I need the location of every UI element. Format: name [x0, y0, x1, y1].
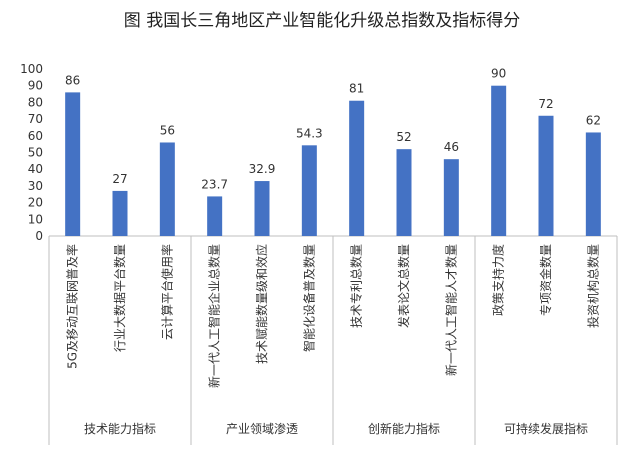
data-label: 81	[349, 82, 364, 96]
category-label: 云计算平台使用率	[159, 244, 174, 340]
category-label: 发表论文总数量	[396, 244, 411, 328]
y-tick-label: 100	[20, 62, 43, 76]
x-axis-categories: 5G及移动互联网普及率 行业大数据平台数量 云计算平台使用率 新一代人工智能企业总数量…	[65, 244, 601, 388]
x-axis-groups: 技术能力指标 产业领域渗透 创新能力指标 可持续发展指标	[84, 421, 588, 436]
bar	[538, 115, 554, 236]
y-tick-label: 50	[28, 146, 43, 160]
data-label: 62	[586, 113, 601, 127]
data-label: 56	[160, 123, 175, 137]
category-label: 政策支持力度	[491, 244, 506, 316]
data-label: 46	[444, 140, 459, 154]
bar	[159, 142, 175, 236]
data-labels: 86 27 56 23.7 32.9 54.3 81 52 46 90 72 62	[65, 67, 601, 192]
y-axis: 0 10 20 30 40 50 60 70 80 90 100	[20, 62, 43, 243]
y-tick-label: 20	[28, 196, 43, 210]
category-label: 投资机构总数量	[585, 244, 600, 328]
y-tick-label: 10	[28, 212, 43, 226]
group-label: 创新能力指标	[368, 421, 440, 436]
y-tick-label: 40	[28, 162, 43, 176]
y-tick-label: 80	[28, 95, 43, 109]
bar	[301, 145, 317, 236]
category-label: 专项资金数量	[538, 244, 553, 316]
chart-title: 图 我国长三角地区产业智能化升级总指数及指标得分	[124, 11, 520, 31]
category-label: 5G及移动互联网普及率	[65, 244, 80, 369]
y-tick-label: 30	[28, 179, 43, 193]
data-label: 32.9	[249, 162, 276, 176]
y-tick-label: 70	[28, 112, 43, 126]
y-tick-label: 0	[35, 229, 43, 243]
category-label: 行业大数据平台数量	[112, 244, 127, 352]
category-label: 技术专利总数量	[349, 244, 364, 328]
axes	[48, 235, 618, 445]
y-tick-label: 90	[28, 79, 43, 93]
group-label: 可持续发展指标	[504, 421, 588, 436]
bar	[396, 149, 412, 236]
bar	[254, 181, 270, 236]
group-label: 技术能力指标	[84, 421, 156, 436]
bar	[65, 92, 81, 236]
category-label: 新一代人工智能企业总数量	[207, 244, 222, 388]
data-label: 86	[65, 73, 80, 87]
bar	[207, 196, 223, 236]
group-label: 产业领域渗透	[226, 421, 298, 436]
data-label: 52	[396, 130, 411, 144]
data-label: 23.7	[201, 177, 228, 191]
bar	[491, 85, 507, 236]
data-label: 72	[538, 97, 553, 111]
category-label: 技术赋能数量级和效应	[254, 244, 269, 364]
category-label: 新一代人工智能人才数量	[443, 244, 458, 376]
data-label: 54.3	[296, 126, 323, 140]
bar	[443, 159, 459, 236]
bar	[112, 190, 128, 236]
bar	[585, 132, 601, 236]
y-tick-label: 60	[28, 129, 43, 143]
data-label: 27	[112, 172, 127, 186]
bar	[349, 100, 365, 236]
data-label: 90	[491, 67, 506, 81]
category-label: 智能化设备普及数量	[301, 244, 316, 352]
bars	[65, 85, 601, 236]
